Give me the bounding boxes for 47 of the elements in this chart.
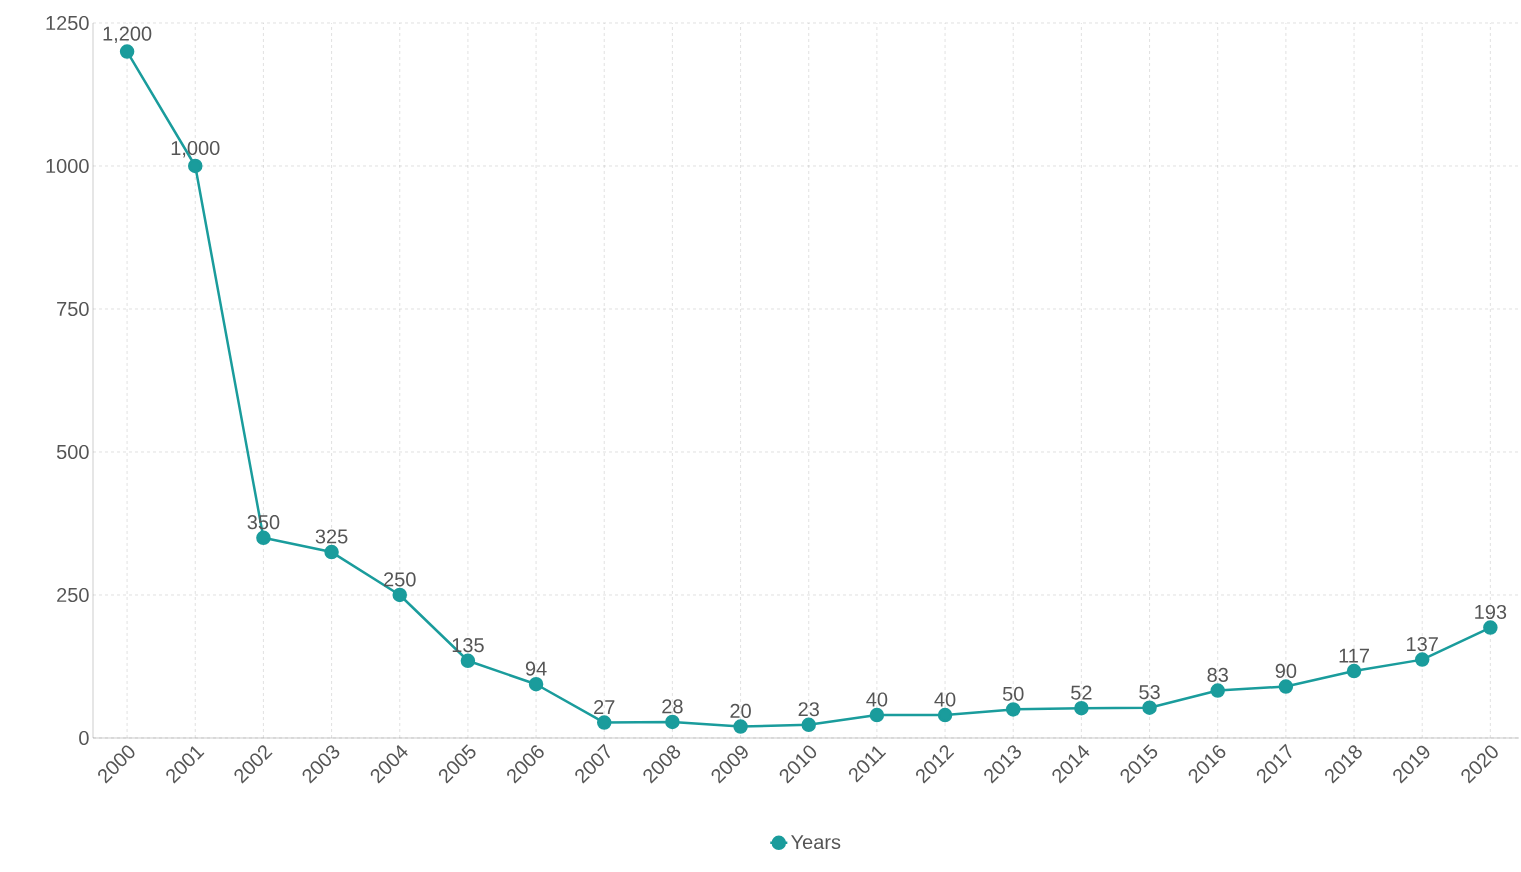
point [1210, 683, 1225, 698]
y-tick-label: 250 [57, 587, 89, 603]
data-label: 90 [1275, 663, 1297, 678]
data-label: 325 [315, 529, 348, 544]
point [1483, 620, 1498, 635]
point [324, 544, 339, 560]
data-label: 1,200 [103, 26, 152, 44]
data-label: 83 [1207, 667, 1228, 682]
data-label: 27 [594, 700, 615, 715]
data-label: 28 [662, 699, 683, 714]
y-tick-label: 0 [79, 730, 89, 746]
point [1005, 702, 1021, 717]
data-label: 117 [1339, 648, 1369, 663]
data-label: 53 [1139, 684, 1160, 700]
point [460, 653, 476, 669]
y-tick-label: 750 [57, 301, 89, 317]
point [733, 719, 748, 734]
point [1278, 679, 1294, 694]
data-label: 40 [934, 692, 956, 707]
data-label: 50 [1002, 686, 1024, 701]
point [1414, 652, 1430, 667]
data-label: 137 [1407, 636, 1438, 652]
point [1142, 700, 1157, 715]
point [801, 717, 816, 733]
y-tick-label: 1250 [46, 15, 89, 31]
data-label: 94 [525, 661, 547, 676]
point [392, 587, 407, 603]
point [937, 707, 953, 723]
point [869, 707, 885, 723]
data-label: 193 [1475, 604, 1507, 620]
point [1346, 663, 1362, 679]
data-label: 250 [384, 572, 416, 587]
y-tick-label: 1000 [46, 158, 89, 174]
data-label: 52 [1071, 685, 1092, 700]
point [596, 715, 612, 730]
point [188, 158, 203, 174]
y-tick-label: 500 [56, 444, 89, 460]
data-label: 40 [866, 692, 888, 707]
point [528, 676, 544, 692]
point [119, 44, 135, 59]
data-label: 23 [798, 702, 819, 717]
point [256, 530, 271, 546]
legend-label: Years [791, 835, 841, 850]
point [1074, 700, 1089, 716]
data-label: 135 [452, 638, 484, 653]
point [665, 714, 680, 730]
data-label: 20 [730, 703, 751, 719]
